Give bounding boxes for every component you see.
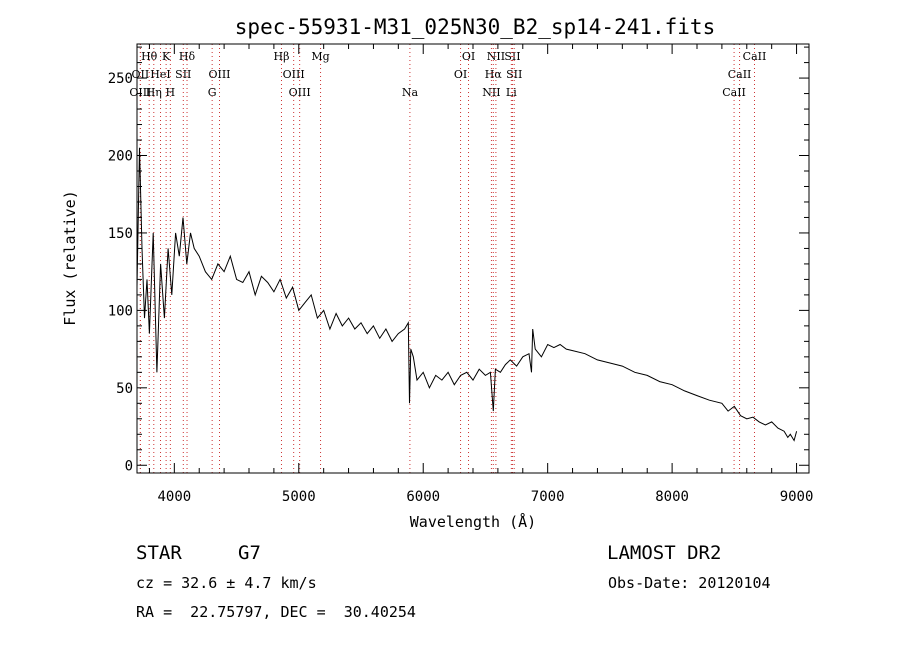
marker-label-2: Hδ <box>179 50 196 63</box>
marker-label-20: H <box>166 86 176 99</box>
marker-label-4: Mg <box>311 50 329 63</box>
marker-label-1: K <box>162 50 171 63</box>
marker-label-16: SII <box>506 68 522 81</box>
coordinates: RA = 22.75797, DEC = 30.40254 <box>136 603 416 621</box>
spectrum-line <box>136 147 798 442</box>
marker-label-17: CaII <box>728 68 752 81</box>
marker-label-0: Hθ <box>141 50 158 63</box>
marker-label-9: OII <box>132 68 150 81</box>
obs-date: Obs-Date: 20120104 <box>608 574 771 592</box>
y-tick-label: 250 <box>108 71 133 87</box>
marker-label-10: HeI <box>150 68 170 81</box>
y-tick-label: 200 <box>108 149 133 165</box>
marker-label-7: SII <box>504 50 520 63</box>
marker-label-15: Hα <box>485 68 503 81</box>
survey-name: LAMOST DR2 <box>607 542 722 564</box>
x-tick-label: 6000 <box>406 489 440 505</box>
marker-label-5: OI <box>462 50 475 63</box>
marker-label-3: Hβ <box>274 50 290 63</box>
redshift-readout: cz = 32.6 ± 4.7 km/s <box>136 574 317 592</box>
x-tick-label: 9000 <box>780 489 814 505</box>
marker-label-19: Hη <box>146 86 162 99</box>
object-subclass: G7 <box>238 542 261 564</box>
plot-frame <box>136 43 810 474</box>
marker-label-11: SII <box>175 68 191 81</box>
axis-ticks: 4000 5000 6000 7000 8000 9000 0 50 100 150 200 250 <box>108 44 814 505</box>
marker-label-8: CaII <box>743 50 767 63</box>
x-tick-label: 7000 <box>531 489 565 505</box>
marker-label-26: CaII <box>722 86 746 99</box>
chart-title: spec-55931-M31_025N30_B2_sp14-241.fits <box>235 15 715 39</box>
x-tick-label: 5000 <box>282 489 316 505</box>
marker-label-18: OIII <box>129 86 151 99</box>
y-axis-label: Flux (relative) <box>61 190 79 325</box>
marker-label-12: OIII <box>208 68 230 81</box>
marker-label-6: NII <box>487 50 505 63</box>
y-tick-label: 100 <box>108 303 133 319</box>
marker-label-13: OIII <box>283 68 305 81</box>
marker-label-21: G <box>208 86 217 99</box>
x-tick-label: 4000 <box>157 489 191 505</box>
y-tick-label: 50 <box>116 381 133 397</box>
marker-label-24: NII <box>482 86 500 99</box>
marker-label-14: OI <box>454 68 467 81</box>
y-tick-label: 0 <box>125 458 133 474</box>
y-tick-label: 150 <box>108 226 133 242</box>
x-axis-label: Wavelength (Å) <box>410 512 536 531</box>
object-class: STAR <box>136 542 182 564</box>
marker-label-23: Na <box>402 86 419 99</box>
x-tick-label: 8000 <box>655 489 689 505</box>
marker-label-22: OIII <box>289 86 311 99</box>
marker-label-25: Li <box>506 86 517 99</box>
